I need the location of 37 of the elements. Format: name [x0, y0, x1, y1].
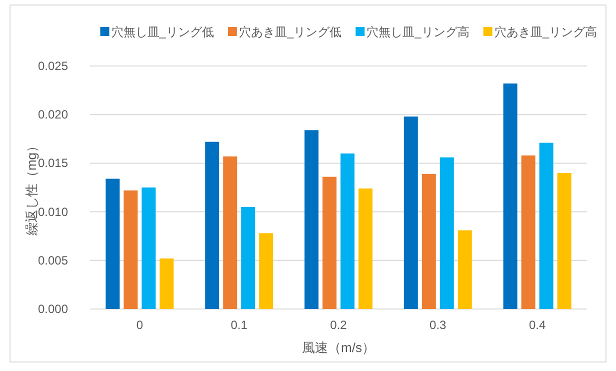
y-tick-label: 0.000: [38, 302, 68, 316]
x-tick-label: 0.4: [528, 318, 546, 332]
bar: [304, 130, 318, 309]
bar: [259, 233, 274, 309]
bar: [358, 188, 372, 309]
bar: [503, 83, 518, 309]
bar: [160, 258, 174, 309]
bar: [142, 188, 156, 309]
bar: [521, 155, 536, 309]
bar: [340, 153, 354, 309]
x-axis-title: 風速（m/s）: [302, 340, 375, 355]
legend-label: 穴あき皿_リング低: [238, 25, 342, 39]
bar: [422, 174, 436, 309]
legend-label: 穴無し皿_リング低: [111, 25, 214, 39]
bar: [404, 116, 418, 309]
bar: [440, 157, 454, 309]
y-axis-title: 繰返し性（mg）: [24, 139, 39, 237]
x-tick-label: 0.3: [430, 318, 447, 332]
legend-label: 穴無し皿_リング高: [366, 25, 470, 39]
x-tick-label: 0: [136, 318, 144, 332]
bar: [124, 190, 138, 309]
x-tick-label: 0.2: [330, 318, 348, 332]
bar: [106, 178, 120, 309]
legend-label: 穴あき皿_リング高: [494, 25, 597, 39]
bar: [557, 172, 572, 309]
y-tick-label: 0.015: [38, 156, 68, 170]
x-tick-label: 0.1: [230, 318, 248, 332]
bar: [458, 230, 472, 309]
y-tick-label: 0.020: [38, 108, 68, 122]
bar: [539, 142, 554, 309]
bar: [205, 142, 220, 309]
bar: [241, 206, 256, 309]
y-tick-label: 0.010: [38, 204, 68, 219]
y-tick-label: 0.005: [38, 253, 68, 268]
y-tick-label: 0.025: [38, 59, 68, 73]
bar: [223, 156, 238, 309]
bar: [322, 176, 336, 309]
